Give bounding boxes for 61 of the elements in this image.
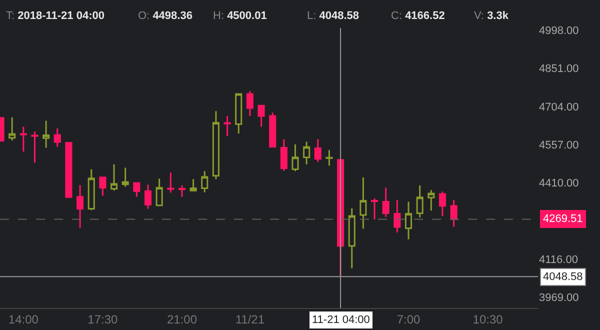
candlestick [348, 208, 356, 270]
candlestick [156, 178, 163, 207]
y-tick-label: 4851.00 [539, 63, 579, 76]
candlestick [212, 110, 220, 180]
ref-line-label: 11-21 04:00 [312, 314, 370, 326]
y-tick-label: 4557.00 [539, 139, 579, 152]
candlestick [394, 199, 401, 234]
x-tick-label: 21:00 [166, 312, 198, 326]
x-tick-label: 7:00 [396, 312, 420, 326]
candlestick [54, 128, 61, 148]
text: T: 2018-11-21 04:00 [6, 10, 104, 22]
candlestick [110, 164, 118, 192]
y-tick-label: 3969.00 [539, 292, 579, 304]
candlestick [224, 115, 231, 137]
candlestick [88, 168, 95, 211]
y-tick-label: 4116.00 [539, 254, 578, 266]
x-tick-label: 14:00 [8, 312, 39, 326]
candlestick [178, 184, 186, 198]
text: H: 4500.01 [213, 10, 267, 22]
candlestick [292, 144, 299, 172]
candlestick [258, 104, 265, 128]
text: O: 4498.36 [138, 10, 192, 22]
candlestick [65, 142, 72, 198]
candlestick [269, 112, 276, 148]
candlestick [416, 184, 424, 218]
candlestick [326, 149, 333, 166]
candlestick [235, 92, 242, 134]
candlestick [438, 190, 446, 217]
candlestick [303, 141, 310, 166]
candlestick [144, 184, 152, 210]
candlestick [133, 182, 140, 198]
candlestick [190, 178, 197, 192]
candlestick [31, 130, 38, 164]
candlestick [167, 172, 174, 194]
text: L: 4048.58 [307, 10, 360, 22]
x-tick-label: 11/21 [235, 312, 265, 326]
x-tick-label: 17:30 [88, 312, 118, 326]
candlestick [8, 116, 16, 142]
y-tick-label: 4704.00 [539, 101, 579, 114]
x-tick-label: 10:30 [472, 312, 504, 326]
candlestick [382, 186, 390, 218]
candlestick [42, 120, 50, 148]
candlestick [314, 138, 322, 163]
candlestick [371, 198, 378, 220]
candlestick [20, 126, 27, 152]
candlestick [201, 170, 208, 194]
ref-line-label: 4269.51 [543, 213, 583, 225]
text: V: 3.3k [474, 10, 510, 22]
candlestick [122, 166, 129, 188]
candlestick [76, 184, 84, 228]
candlestick [428, 189, 435, 212]
ref-line-label: 4048.58 [543, 271, 583, 283]
text: C: 4166.52 [391, 10, 445, 22]
y-tick-label: 4998.00 [539, 24, 579, 37]
candlestick [360, 176, 367, 230]
y-tick-label: 4410.00 [539, 178, 579, 190]
candlestick [280, 138, 288, 172]
candlestick [404, 201, 412, 240]
candlestick [450, 199, 458, 228]
candlestick [246, 90, 254, 117]
candlestick [99, 176, 106, 197]
